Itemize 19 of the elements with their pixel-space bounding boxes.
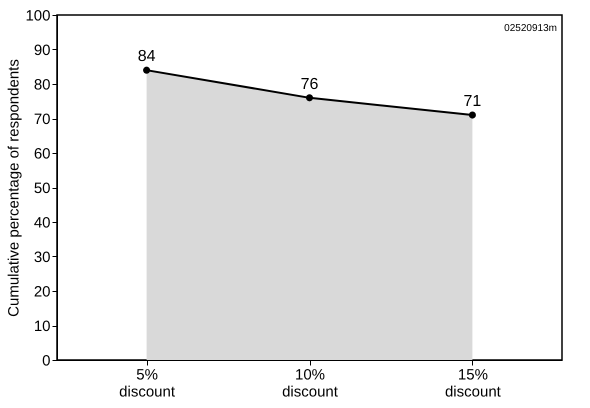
y-axis-title: Cumulative percentage of respondents [5,59,22,317]
x-tick-label: 15% discount [444,366,502,400]
y-tick-label: 10 [34,318,50,335]
y-tick-label: 0 [42,352,50,370]
y-tick-label: 20 [34,284,50,300]
y-tick-label: 30 [34,249,50,266]
y-tick-label: 70 [34,111,50,128]
annotation: 02520913m [504,23,557,34]
y-tick-label: 40 [34,214,50,232]
y-tick-label: 50 [34,180,50,197]
x-tick-label: 5% discount [119,366,176,400]
y-tick-label: 100 [25,8,50,24]
y-tick-label: 80 [34,76,50,94]
data-label: 76 [300,76,318,93]
x-tick-label: 10% discount [282,366,339,400]
data-label: 84 [138,48,156,66]
data-label: 71 [464,93,482,110]
y-tick-label: 90 [34,42,50,59]
y-tick-label: 60 [34,146,50,162]
